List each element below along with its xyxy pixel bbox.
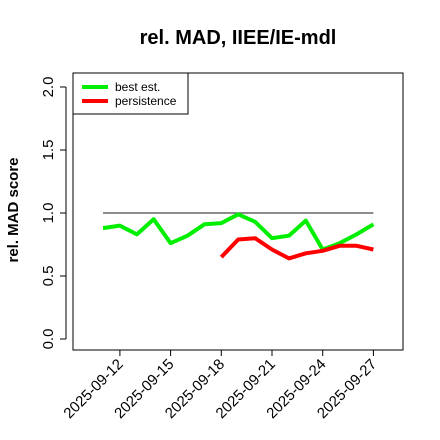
series-line-best-est xyxy=(102,212,375,252)
legend-label: persistence xyxy=(115,94,177,108)
y-tick-label: 0.5 xyxy=(40,266,57,287)
y-tick-label: 1.5 xyxy=(40,140,57,161)
plot-frame xyxy=(72,72,404,351)
y-axis-label: rel. MAD score xyxy=(5,157,22,262)
legend-label: best est. xyxy=(115,80,160,94)
y-axis: 0.0 0.5 1.0 1.5 2.0 xyxy=(40,77,67,350)
chart-title: rel. MAD, IIEE/IE-mdl xyxy=(140,27,337,49)
series-group xyxy=(102,212,375,261)
y-tick-label: 1.0 xyxy=(40,203,57,224)
legend: best est.persistence xyxy=(72,72,189,115)
x-axis: 2025-09-122025-09-152025-09-182025-09-21… xyxy=(60,349,380,422)
y-tick-label: 2.0 xyxy=(40,77,57,98)
series-line-persistence xyxy=(219,236,374,261)
legend-box xyxy=(72,72,189,115)
y-tick-label: 0.0 xyxy=(40,329,57,350)
